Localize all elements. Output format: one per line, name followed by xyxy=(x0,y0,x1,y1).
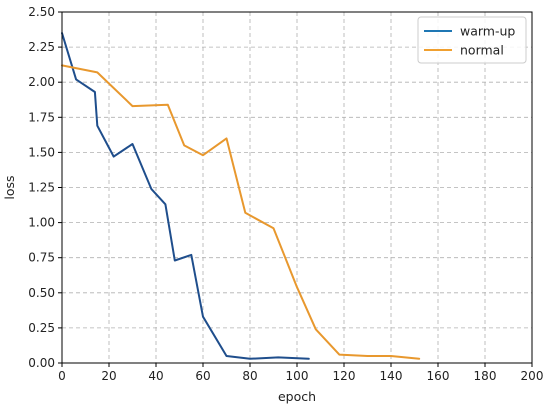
x-tick-label: 80 xyxy=(242,369,257,383)
ticks: 0 20 40 60 80 100 120 140 160 180 200 0.00 0.25 0.50 0… xyxy=(28,5,543,383)
y-tick-label: 1.50 xyxy=(28,145,55,159)
series-layer xyxy=(61,32,421,360)
x-tick-label: 60 xyxy=(195,369,210,383)
x-tick-label: 120 xyxy=(333,369,356,383)
x-tick-label: 200 xyxy=(521,369,544,383)
x-tick-label: 180 xyxy=(474,369,497,383)
y-tick-label: 2.25 xyxy=(28,40,55,54)
grid xyxy=(61,11,533,364)
y-tick-label: 1.00 xyxy=(28,216,55,230)
legend: warm-up normal xyxy=(417,16,527,64)
y-tick-label: 0.75 xyxy=(28,251,55,265)
legend-label-normal: normal xyxy=(460,43,504,58)
y-tick-label: 0.25 xyxy=(28,321,55,335)
y-tick-label: 0.00 xyxy=(28,356,55,370)
x-axis-label: epoch xyxy=(278,389,316,404)
x-tick-label: 100 xyxy=(286,369,309,383)
y-axis-label: loss xyxy=(2,175,17,199)
x-tick-label: 20 xyxy=(101,369,116,383)
y-tick-label: 2.00 xyxy=(28,75,55,89)
y-tick-label: 1.75 xyxy=(28,110,55,124)
legend-box xyxy=(417,16,527,64)
x-tick-label: 0 xyxy=(58,369,66,383)
legend-label-warm-up: warm-up xyxy=(460,24,515,39)
x-tick-label: 140 xyxy=(380,369,403,383)
y-tick-label: 2.50 xyxy=(28,5,55,19)
y-tick-label: 1.25 xyxy=(28,181,55,195)
series-line-warm-up xyxy=(61,32,310,360)
x-tick-label: 40 xyxy=(148,369,163,383)
series-line-normal xyxy=(61,64,421,360)
y-tick-label: 0.50 xyxy=(28,286,55,300)
x-tick-label: 160 xyxy=(427,369,450,383)
